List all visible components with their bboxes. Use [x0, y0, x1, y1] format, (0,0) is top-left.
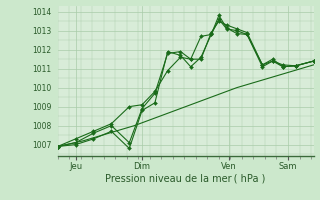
X-axis label: Pression niveau de la mer ( hPa ): Pression niveau de la mer ( hPa ) [105, 173, 266, 183]
